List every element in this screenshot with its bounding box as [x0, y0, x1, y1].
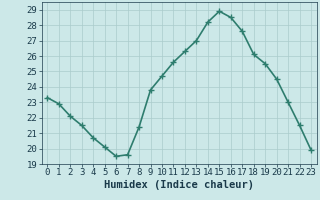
X-axis label: Humidex (Indice chaleur): Humidex (Indice chaleur): [104, 180, 254, 190]
